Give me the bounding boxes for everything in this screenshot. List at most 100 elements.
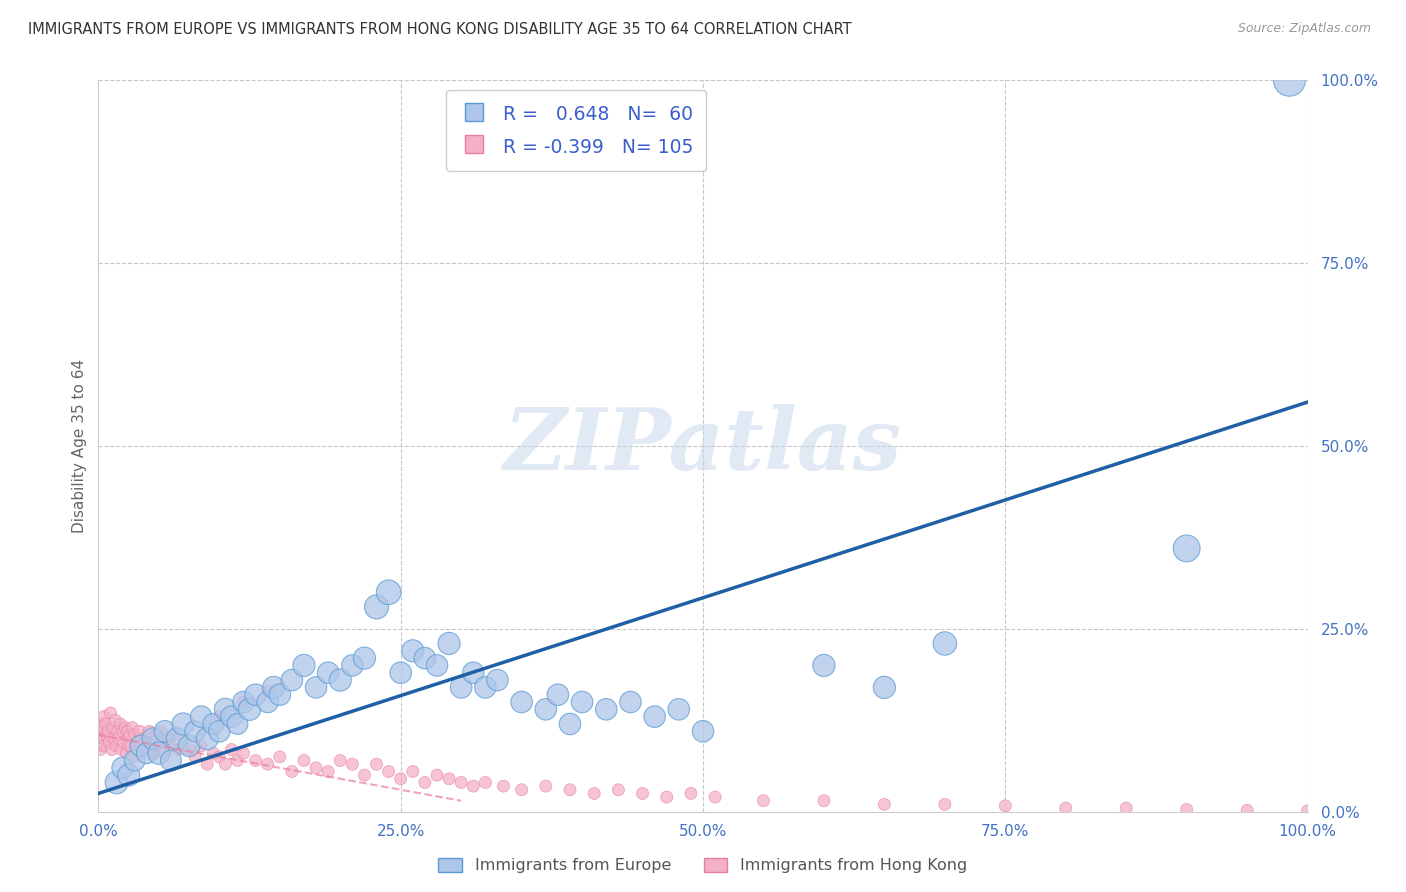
- Point: [316, 665, 339, 680]
- Point: [366, 599, 388, 614]
- Point: [91, 717, 114, 731]
- Point: [426, 658, 449, 673]
- Point: [160, 739, 183, 753]
- Point: [105, 775, 128, 789]
- Point: [202, 746, 225, 760]
- Point: [179, 742, 201, 756]
- Point: [426, 768, 449, 782]
- Point: [256, 684, 278, 698]
- Point: [179, 739, 201, 753]
- Point: [342, 757, 364, 772]
- Point: [305, 761, 328, 775]
- Point: [1175, 541, 1198, 556]
- Point: [97, 724, 120, 739]
- Point: [402, 764, 425, 779]
- Point: [353, 651, 375, 665]
- Point: [329, 754, 352, 768]
- Point: [316, 764, 339, 779]
- Point: [619, 695, 641, 709]
- Point: [89, 742, 111, 756]
- Point: [142, 731, 165, 746]
- Point: [90, 724, 112, 739]
- Point: [141, 739, 163, 753]
- Point: [93, 709, 115, 723]
- Y-axis label: Disability Age 35 to 64: Disability Age 35 to 64: [72, 359, 87, 533]
- Point: [873, 797, 896, 812]
- Point: [1296, 804, 1319, 818]
- Point: [256, 695, 278, 709]
- Point: [329, 673, 352, 687]
- Point: [111, 724, 134, 739]
- Point: [437, 772, 460, 786]
- Point: [474, 775, 496, 789]
- Point: [148, 739, 170, 753]
- Point: [450, 775, 472, 789]
- Point: [135, 735, 157, 749]
- Point: [124, 728, 146, 742]
- Point: [232, 746, 254, 760]
- Point: [91, 721, 114, 735]
- Point: [644, 709, 666, 723]
- Text: Source: ZipAtlas.com: Source: ZipAtlas.com: [1237, 22, 1371, 36]
- Point: [558, 782, 581, 797]
- Point: [143, 746, 166, 760]
- Point: [120, 739, 142, 753]
- Point: [221, 742, 243, 756]
- Legend: Immigrants from Europe, Immigrants from Hong Kong: Immigrants from Europe, Immigrants from …: [432, 851, 974, 880]
- Point: [571, 695, 593, 709]
- Point: [631, 787, 654, 801]
- Point: [813, 794, 835, 808]
- Point: [463, 779, 485, 793]
- Point: [1054, 801, 1077, 815]
- Point: [534, 702, 557, 716]
- Point: [510, 782, 533, 797]
- Point: [389, 772, 412, 786]
- Point: [160, 754, 183, 768]
- Point: [292, 658, 315, 673]
- Point: [91, 731, 114, 746]
- Point: [366, 757, 388, 772]
- Point: [190, 739, 212, 753]
- Point: [208, 724, 231, 739]
- Point: [934, 797, 956, 812]
- Point: [195, 757, 218, 772]
- Point: [214, 702, 236, 716]
- Point: [668, 702, 690, 716]
- Point: [583, 787, 606, 801]
- Point: [377, 764, 399, 779]
- Point: [114, 721, 136, 735]
- Point: [172, 739, 194, 753]
- Point: [172, 717, 194, 731]
- Point: [292, 754, 315, 768]
- Point: [129, 739, 152, 753]
- Point: [342, 658, 364, 673]
- Point: [934, 636, 956, 650]
- Point: [226, 754, 249, 768]
- Point: [134, 731, 156, 746]
- Point: [607, 782, 630, 797]
- Point: [486, 673, 509, 687]
- Point: [93, 739, 115, 753]
- Point: [245, 754, 267, 768]
- Point: [474, 681, 496, 695]
- Point: [100, 706, 122, 720]
- Point: [413, 651, 436, 665]
- Point: [437, 636, 460, 650]
- Point: [463, 665, 485, 680]
- Point: [166, 731, 188, 746]
- Point: [122, 749, 145, 764]
- Point: [208, 709, 231, 723]
- Point: [353, 768, 375, 782]
- Point: [128, 724, 150, 739]
- Point: [87, 739, 110, 753]
- Point: [377, 585, 399, 599]
- Point: [202, 717, 225, 731]
- Point: [157, 731, 180, 746]
- Point: [402, 644, 425, 658]
- Point: [221, 709, 243, 723]
- Point: [124, 754, 146, 768]
- Point: [269, 749, 291, 764]
- Point: [107, 724, 129, 739]
- Point: [117, 724, 139, 739]
- Point: [131, 742, 153, 756]
